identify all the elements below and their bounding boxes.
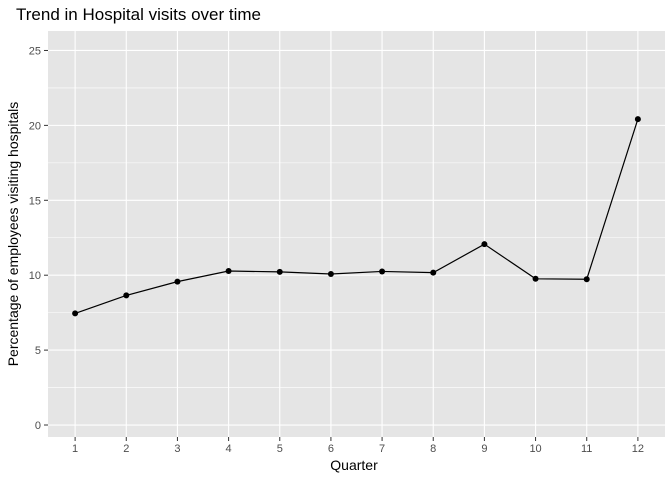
x-tick-label: 7 — [379, 443, 385, 455]
data-point — [72, 310, 79, 317]
y-axis-title: Percentage of employees visiting hospita… — [5, 102, 21, 367]
x-tick-label: 11 — [581, 443, 592, 455]
data-point — [327, 271, 334, 278]
x-tick-label: 2 — [123, 443, 129, 455]
data-point — [379, 268, 386, 275]
y-tick-label: 20 — [29, 120, 41, 132]
data-point — [174, 278, 181, 285]
plot-panel — [48, 31, 665, 437]
data-point — [634, 116, 641, 123]
x-tick-label: 9 — [481, 443, 487, 455]
x-tick-label: 6 — [328, 443, 334, 455]
x-tick-label: 10 — [529, 443, 541, 455]
y-tick-label: 25 — [29, 45, 41, 57]
y-axis: 0 5 10 15 20 25 — [29, 45, 48, 432]
data-point — [123, 292, 130, 299]
x-tick-label: 8 — [430, 443, 436, 455]
y-tick-label: 15 — [29, 195, 41, 207]
chart-title: Trend in Hospital visits over time — [16, 5, 261, 24]
data-point — [276, 268, 283, 275]
x-tick-label: 5 — [277, 443, 283, 455]
x-tick-label: 4 — [226, 443, 232, 455]
x-tick-label: 3 — [174, 443, 180, 455]
x-axis-title: Quarter — [330, 457, 378, 473]
x-tick-label: 12 — [632, 443, 644, 455]
grid-lines — [48, 31, 665, 437]
x-tick-label: 1 — [72, 443, 78, 455]
data-point — [225, 268, 232, 275]
data-point — [430, 269, 437, 276]
data-point — [583, 276, 590, 283]
y-tick-label: 10 — [29, 270, 41, 282]
series-line — [74, 118, 639, 314]
x-axis: 1 2 3 4 5 6 7 8 9 10 11 12 — [72, 437, 644, 455]
y-tick-label: 5 — [35, 345, 41, 357]
series-layer — [72, 116, 641, 317]
y-tick-label: 0 — [35, 420, 41, 432]
data-point — [532, 275, 539, 282]
data-point — [481, 241, 488, 248]
